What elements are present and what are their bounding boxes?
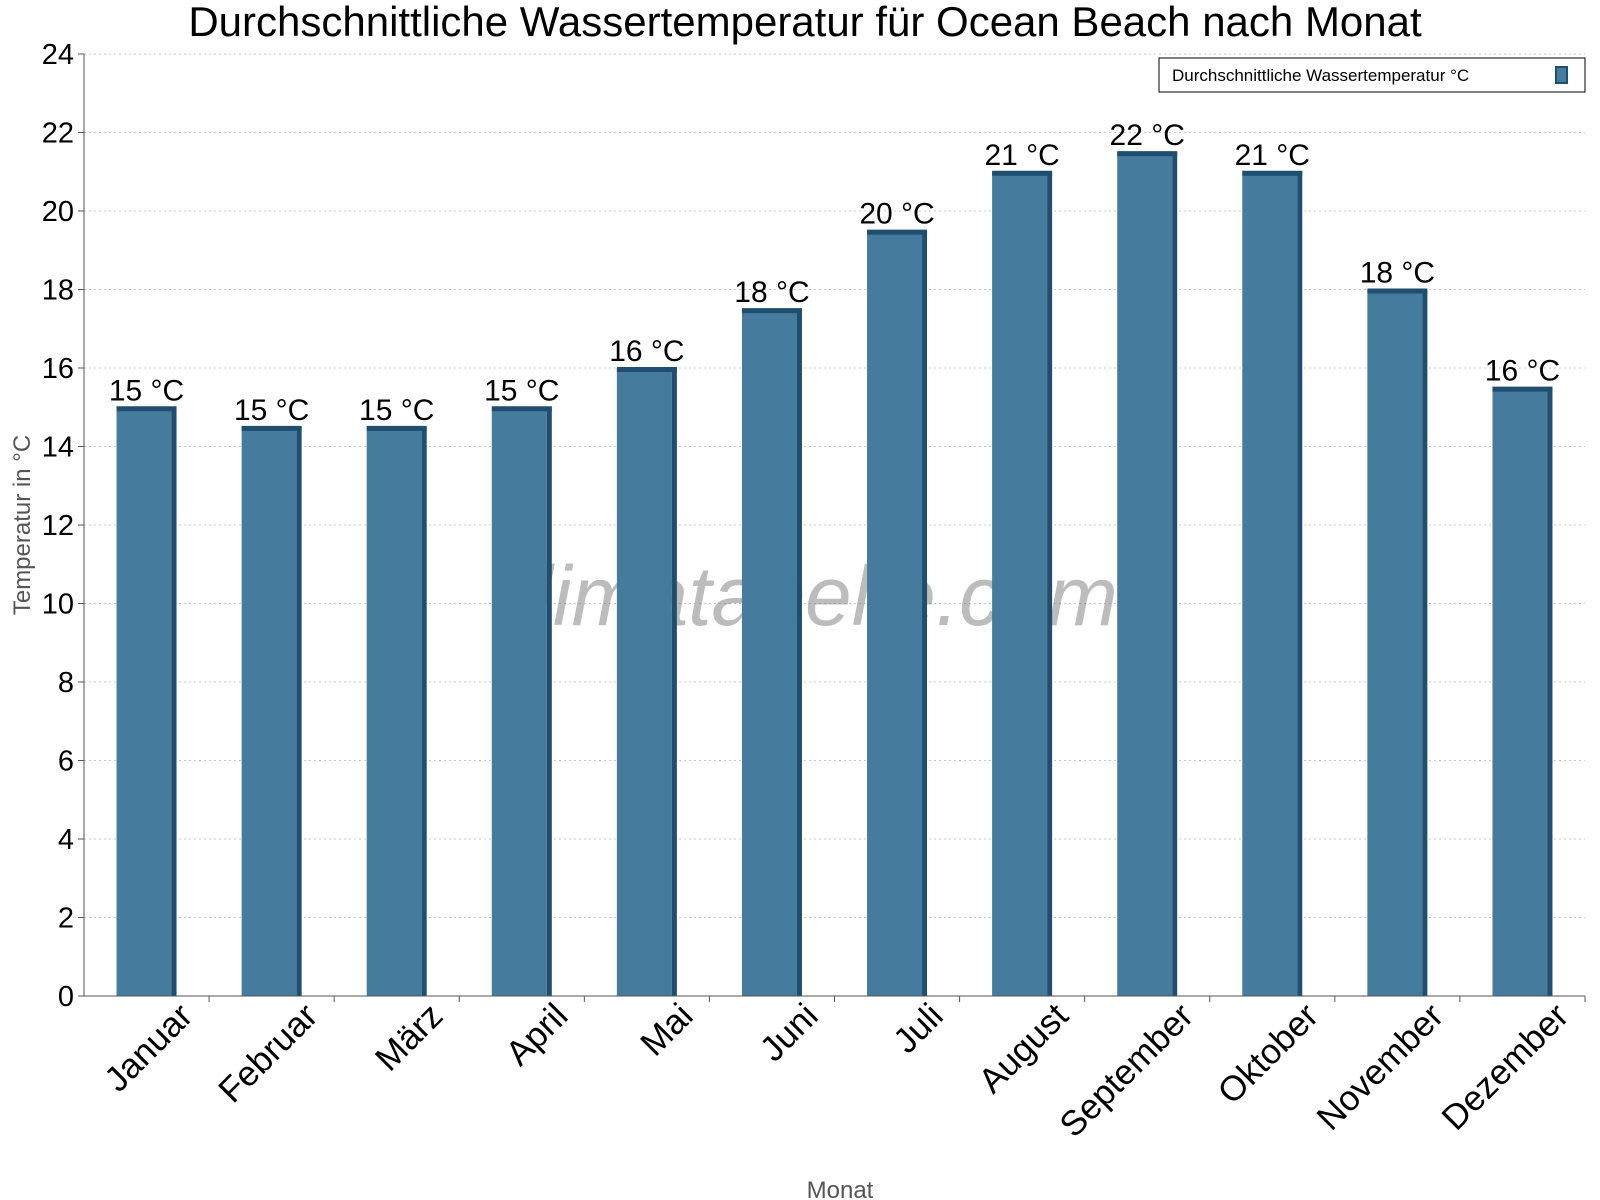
bar-face — [867, 230, 923, 996]
y-tick-label: 16 — [42, 353, 74, 385]
bar-face — [1367, 289, 1423, 996]
y-tick-label: 2 — [58, 903, 74, 935]
bar-side — [1297, 171, 1303, 996]
bar — [241, 425, 302, 996]
x-tick-label: Dezember — [1434, 996, 1576, 1138]
bar-face — [366, 426, 422, 996]
legend-label: Durchschnittliche Wassertemperatur °C — [1172, 66, 1469, 85]
data-label: 16 °C — [1485, 355, 1560, 388]
bar-face — [741, 309, 797, 996]
bar-top — [1367, 288, 1428, 294]
bar-side — [421, 426, 427, 996]
bar-face — [1242, 171, 1298, 996]
bar — [491, 406, 552, 996]
data-label: 20 °C — [859, 198, 934, 231]
data-label: 21 °C — [1235, 139, 1310, 172]
y-tick-label: 0 — [58, 981, 74, 1013]
data-label: 22 °C — [1110, 119, 1185, 152]
bar-top — [366, 425, 427, 431]
y-tick-label: 18 — [42, 275, 74, 307]
bar-side — [671, 368, 677, 996]
chart-title: Durchschnittliche Wassertemperatur für O… — [188, 0, 1422, 45]
y-tick-label: 4 — [58, 824, 74, 856]
bar-side — [1047, 171, 1053, 996]
bar-side — [922, 230, 928, 996]
bar — [616, 367, 677, 996]
bar-face — [241, 426, 297, 996]
bar-face — [992, 171, 1048, 996]
bar-top — [1492, 386, 1553, 392]
bar-face — [1117, 152, 1173, 996]
bar-face — [491, 407, 547, 996]
y-tick-label: 20 — [42, 196, 74, 228]
x-tick-label: November — [1309, 996, 1451, 1138]
y-tick-label: 22 — [42, 118, 74, 150]
legend-swatch — [1555, 66, 1568, 84]
data-label: 16 °C — [609, 335, 684, 368]
x-tick-label: August — [971, 996, 1076, 1101]
bar-top — [1242, 170, 1303, 176]
x-tick-label: Oktober — [1210, 996, 1326, 1112]
bar — [992, 170, 1053, 996]
gridlines — [84, 53, 1585, 918]
x-tick-label: Februar — [211, 996, 325, 1110]
x-axis-title: Monat — [807, 1177, 874, 1200]
y-tick-label: 12 — [42, 510, 74, 542]
x-tick-label: April — [498, 996, 575, 1073]
y-tick-label: 24 — [42, 39, 74, 71]
data-label: 18 °C — [1360, 257, 1435, 290]
x-tick-label: September — [1052, 996, 1201, 1145]
x-tick-label: Januar — [97, 996, 200, 1099]
bar-side — [796, 309, 802, 996]
data-label: 15 °C — [109, 374, 184, 407]
legend-box — [1158, 57, 1586, 93]
bar-top — [867, 229, 928, 235]
y-axis-title: Temperatur in °C — [9, 435, 36, 615]
data-labels: 15 °C 15 °C 15 °C 15 °C 16 °C 18 °C 20 °C 21 °C… — [109, 119, 1560, 427]
bar-side — [1172, 152, 1178, 996]
bar-top — [616, 367, 677, 372]
x-axis-ticks: Januar Februar März April Mai Juni Juli AugustS… — [97, 996, 1586, 1145]
data-label: 21 °C — [984, 139, 1059, 172]
bar — [867, 229, 928, 996]
bar — [1492, 386, 1553, 996]
bar-top — [491, 406, 552, 412]
bar-side — [1422, 289, 1428, 996]
bar-top — [1117, 151, 1178, 157]
bar-top — [741, 308, 802, 314]
bar — [1117, 151, 1178, 996]
bars — [116, 151, 1553, 996]
bar-face — [1492, 387, 1548, 996]
bar-face — [616, 368, 672, 996]
y-tick-label: 10 — [42, 589, 74, 621]
bar-top — [116, 406, 177, 412]
bar-side — [296, 426, 302, 996]
data-label: 15 °C — [234, 394, 309, 427]
y-tick-label: 6 — [58, 746, 74, 778]
data-label: 15 °C — [359, 394, 434, 427]
bar-top — [992, 170, 1053, 176]
legend: Durchschnittliche Wassertemperatur °C — [1158, 57, 1586, 93]
bar — [366, 425, 427, 996]
x-tick-label: Juli — [886, 996, 951, 1061]
bar — [116, 406, 177, 996]
bar-top — [241, 425, 302, 431]
bar — [741, 308, 802, 996]
bar-side — [171, 407, 177, 996]
y-tick-label: 14 — [42, 432, 74, 464]
data-label: 18 °C — [734, 276, 809, 309]
bar-side — [1547, 387, 1553, 996]
x-tick-label: Mai — [633, 996, 700, 1063]
bar — [1242, 170, 1303, 996]
bar-face — [116, 407, 172, 996]
data-label: 15 °C — [484, 374, 559, 407]
x-tick-label: März — [368, 996, 451, 1079]
bar — [1367, 288, 1428, 996]
bar-side — [546, 407, 552, 996]
y-tick-label: 8 — [58, 667, 74, 699]
x-tick-label: Juni — [753, 996, 826, 1069]
